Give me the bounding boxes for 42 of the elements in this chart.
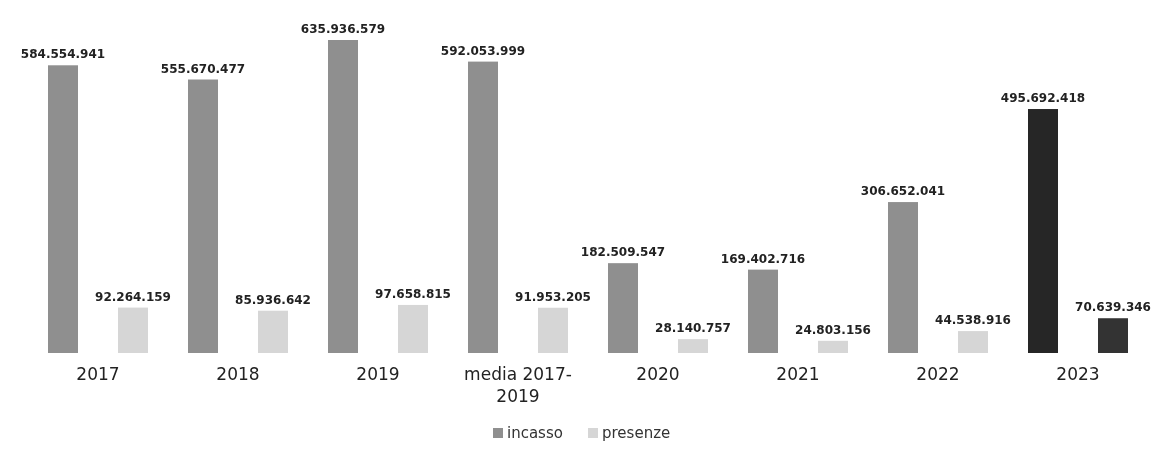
- bar: [748, 269, 778, 353]
- bar: [328, 40, 358, 353]
- data-label: 85.936.642: [235, 292, 311, 307]
- data-label: 44.538.916: [935, 313, 1011, 328]
- data-label: 584.554.941: [20, 47, 106, 62]
- data-label: 635.936.579: [300, 22, 386, 36]
- data-label: 306.652.041: [860, 184, 946, 199]
- bar: [888, 202, 918, 353]
- x-tick-label: 2018: [216, 364, 260, 384]
- data-label: 24.803.156: [795, 322, 871, 337]
- data-label: 169.402.716: [720, 251, 806, 266]
- x-tick-label: 2022: [916, 364, 960, 384]
- legend-label: incasso: [507, 424, 563, 442]
- bar: [538, 307, 568, 353]
- data-label: 28.140.757: [655, 321, 731, 336]
- x-tick-label: 2023: [1056, 364, 1100, 384]
- data-label: 97.658.815: [375, 286, 451, 301]
- bar: [1098, 318, 1128, 353]
- bar: [608, 263, 638, 353]
- bar: [958, 331, 988, 353]
- bar: [48, 65, 78, 353]
- bar: [1028, 109, 1058, 353]
- x-tick-label: 2020: [636, 364, 680, 384]
- x-tick-label: 2017: [76, 364, 120, 384]
- bar: [188, 79, 218, 353]
- bar: [468, 61, 498, 353]
- x-tick-label: media 2017-2019: [464, 364, 572, 406]
- data-label: 592.053.999: [440, 43, 526, 58]
- legend-label: presenze: [602, 424, 671, 442]
- data-label: 495.692.418: [1000, 91, 1086, 106]
- data-label: 182.509.547: [580, 245, 666, 260]
- bar: [258, 310, 288, 353]
- bar: [398, 304, 428, 353]
- data-label: 70.639.346: [1075, 300, 1151, 315]
- bar: [678, 339, 708, 353]
- data-label: 91.953.205: [515, 289, 591, 304]
- data-label: 92.264.159: [95, 289, 171, 304]
- x-tick-label: 2019: [356, 364, 400, 384]
- bar: [118, 307, 148, 353]
- bar: [818, 340, 848, 353]
- x-tick-label: 2021: [776, 364, 820, 384]
- data-label: 555.670.477: [160, 61, 246, 76]
